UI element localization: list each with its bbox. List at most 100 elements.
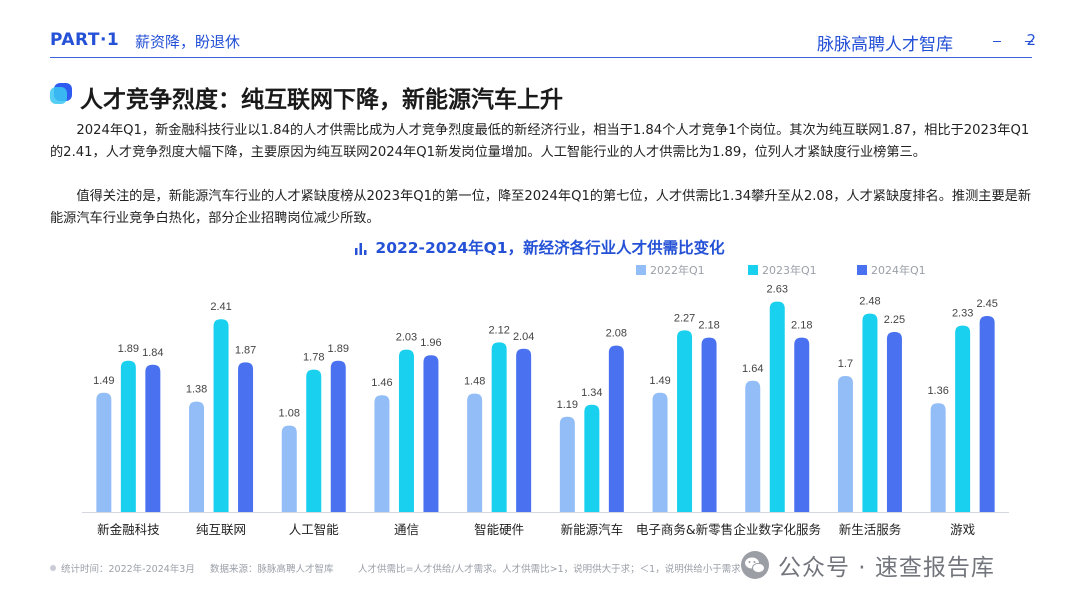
title-bullet-icon xyxy=(50,83,72,104)
bar-2023年Q1-通信 xyxy=(398,349,414,512)
page-number: 2 xyxy=(1026,31,1036,49)
data-label: 1.7 xyxy=(838,358,853,370)
bar-2023年Q1-游戏 xyxy=(955,325,971,512)
bar-2023年Q1-人工智能 xyxy=(306,369,322,512)
data-label: 1.87 xyxy=(235,344,256,356)
data-label: 1.64 xyxy=(742,363,763,375)
part-label: PART·1 xyxy=(50,30,120,50)
bar-2022年Q1-人工智能 xyxy=(281,425,297,512)
data-label: 2.27 xyxy=(674,312,695,324)
bar-2024年Q1-新金融科技 xyxy=(145,364,161,512)
data-label: 1.19 xyxy=(557,399,578,411)
bar-2024年Q1-纯互联网 xyxy=(238,362,254,512)
bar-2022年Q1-企业数字化服务 xyxy=(745,380,761,512)
bar-2024年Q1-新能源汽车 xyxy=(608,345,624,512)
brand-name: 脉脉高聘人才智库 xyxy=(817,35,953,55)
chart-title-text: 2022-2024年Q1，新经济各行业人才供需比变化 xyxy=(375,239,725,257)
legend-swatch-2022 xyxy=(636,265,646,275)
legend-item-2022: 2022年Q1 xyxy=(636,262,705,277)
chart-title: 2022-2024年Q1，新经济各行业人才供需比变化 xyxy=(0,236,1080,258)
header-divider xyxy=(50,57,1032,58)
data-label: 2.12 xyxy=(488,324,509,336)
bar-2022年Q1-智能硬件 xyxy=(467,393,483,512)
page-title: 人才竞争烈度：纯互联网下降，新能源汽车上升 xyxy=(80,87,563,113)
page-dash-right xyxy=(1025,41,1033,42)
watermark: 公众号 · 速查报告库 xyxy=(740,547,995,583)
data-label: 2.45 xyxy=(976,298,997,310)
bar-2023年Q1-智能硬件 xyxy=(491,342,507,512)
legend-label-2022: 2022年Q1 xyxy=(650,264,705,277)
watermark-text: 公众号 · 速查报告库 xyxy=(778,555,995,581)
bar-2022年Q1-新生活服务 xyxy=(837,376,853,512)
category-label: 人工智能 xyxy=(289,522,340,537)
data-label: 1.49 xyxy=(93,375,114,387)
bar-2023年Q1-企业数字化服务 xyxy=(769,301,785,512)
footer-note: 人才供需比=人才供给/人才需求。人才供需比>1，说明供大于求；＜1，说明供给小于… xyxy=(358,564,741,575)
data-label: 1.38 xyxy=(186,384,207,396)
page-header: PART·1 薪资降，盼退休 脉脉高聘人才智库 2 xyxy=(0,0,1080,62)
data-label: 1.89 xyxy=(328,343,349,355)
bar-2024年Q1-电子商务&新零售 xyxy=(701,337,717,512)
footer-stat-time: 统计时间：2022年-2024年3月 xyxy=(61,564,195,575)
bar-2024年Q1-通信 xyxy=(423,355,439,512)
category-label: 新金融科技 xyxy=(97,522,160,537)
legend-swatch-2024 xyxy=(857,265,867,275)
data-label: 2.25 xyxy=(884,314,905,326)
data-label: 2.04 xyxy=(513,331,534,343)
category-label: 新生活服务 xyxy=(839,522,902,537)
data-label: 1.96 xyxy=(420,337,441,349)
bar-2024年Q1-人工智能 xyxy=(330,360,346,512)
category-label: 新能源汽车 xyxy=(561,522,624,537)
legend-label-2023: 2023年Q1 xyxy=(762,264,817,277)
bar-chart: 1.491.89 1.84新金融科技1.382.411.87纯互联网1.081.7… xyxy=(82,284,1009,537)
data-label: 2.41 xyxy=(210,301,231,313)
bar-2023年Q1-新生活服务 xyxy=(862,313,878,512)
bar-chart-icon xyxy=(355,243,367,255)
data-label: 1.08 xyxy=(279,408,300,420)
bar-2024年Q1-新生活服务 xyxy=(886,332,902,512)
data-label: 2.18 xyxy=(698,320,719,332)
category-label: 电子商务&新零售 xyxy=(636,522,733,537)
category-label: 智能硬件 xyxy=(474,522,524,537)
page-dash-left xyxy=(993,41,1001,42)
data-label: 2.03 xyxy=(396,332,417,344)
footer-source: 数据来源：脉脉高聘人才智库 xyxy=(210,564,334,575)
bar-2024年Q1-游戏 xyxy=(979,316,995,512)
bar-2022年Q1-电子商务&新零售 xyxy=(652,392,668,512)
bar-2022年Q1-新金融科技 xyxy=(96,392,112,512)
data-label: 1.46 xyxy=(371,377,392,389)
bar-2022年Q1-通信 xyxy=(374,395,390,512)
wechat-icon xyxy=(741,551,769,579)
bar-2024年Q1-企业数字化服务 xyxy=(794,337,810,512)
bar-2024年Q1-智能硬件 xyxy=(516,348,532,512)
paragraph-2: 值得关注的是，新能源汽车行业的人才紧缺度榜从2023年Q1的第一位，降至2024… xyxy=(50,189,1032,226)
legend-item-2024: 2024年Q1 xyxy=(857,262,926,277)
bar-2023年Q1-新能源汽车 xyxy=(584,404,600,512)
data-label: 1.89 xyxy=(118,343,139,355)
data-label: 1.48 xyxy=(464,376,485,388)
legend-label-2024: 2024年Q1 xyxy=(871,264,926,277)
data-label: 2.33 xyxy=(952,308,973,320)
paragraph-1: 2024年Q1，新金融科技行业以1.84的人才供需比成为人才竞争烈度最低的新经济… xyxy=(50,123,1030,160)
section-subtitle: 薪资降，盼退休 xyxy=(135,33,241,51)
data-label: 1.34 xyxy=(581,387,602,399)
legend-swatch-2023 xyxy=(748,265,758,275)
data-label: 1.49 xyxy=(649,375,670,387)
bar-2023年Q1-纯互联网 xyxy=(213,319,229,512)
bar-2023年Q1-新金融科技 xyxy=(120,360,136,512)
bar-2023年Q1-电子商务&新零售 xyxy=(677,330,693,512)
data-label: 1.36 xyxy=(927,385,948,397)
data-label: 2.08 xyxy=(606,328,627,340)
data-label: 2.63 xyxy=(767,284,788,296)
category-label: 游戏 xyxy=(950,522,975,537)
data-label: 2.18 xyxy=(791,320,812,332)
data-label: 2.48 xyxy=(859,296,880,308)
bar-2022年Q1-新能源汽车 xyxy=(559,416,575,512)
data-label: 1.84 xyxy=(142,347,163,359)
category-label: 企业数字化服务 xyxy=(733,522,821,537)
category-label: 通信 xyxy=(394,522,419,537)
bar-2022年Q1-纯互联网 xyxy=(189,401,205,512)
legend-item-2023: 2023年Q1 xyxy=(748,262,817,277)
footer-bullet xyxy=(50,565,56,571)
category-label: 纯互联网 xyxy=(196,522,246,537)
